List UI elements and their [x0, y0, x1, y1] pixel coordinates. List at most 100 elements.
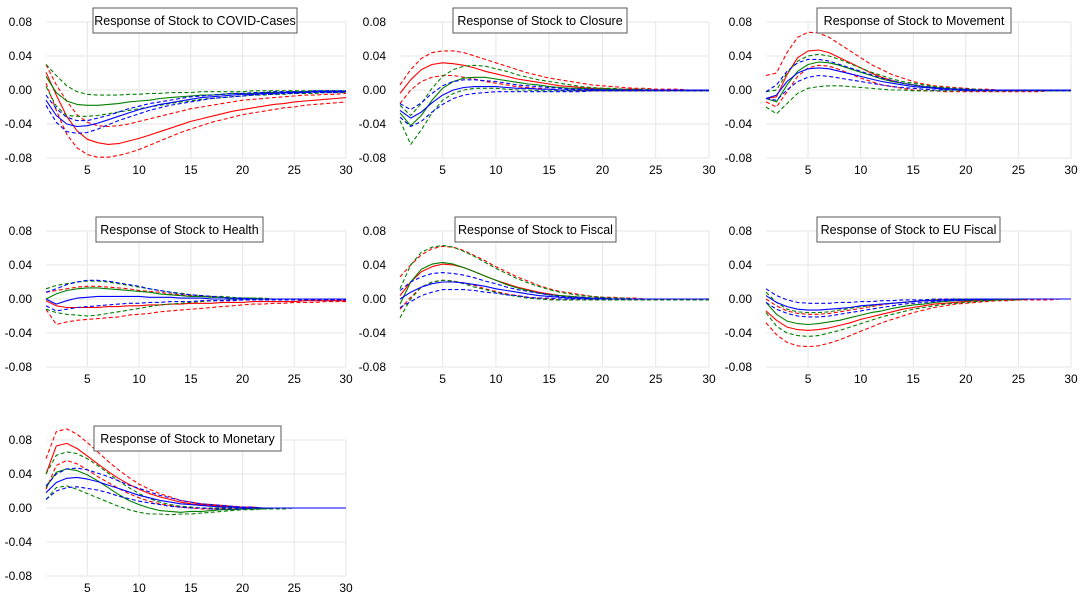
x-tick-label: 30	[702, 163, 716, 177]
band-line-blue	[765, 298, 1071, 318]
x-tick-label: 25	[649, 372, 663, 386]
band-line-red	[765, 31, 1071, 91]
panel-title-box	[816, 7, 1012, 34]
y-tick-label: 0.08	[729, 224, 753, 238]
band-line-red	[45, 64, 347, 128]
band-line-blue	[399, 90, 709, 128]
band-line-blue	[765, 74, 1071, 101]
y-tick-label: -0.08	[5, 151, 33, 165]
y-tick-label: 0.08	[9, 433, 33, 447]
y-tick-label: 0.00	[9, 83, 33, 97]
irf-panel-3: 0.08 0.04 0.00 -0.04 -0.08 5 10 15 20 25 30 Respons…	[725, 7, 1078, 177]
band-line-green	[399, 244, 709, 300]
x-tick-label: 20	[596, 372, 610, 386]
y-tick-label: 0.08	[363, 15, 387, 29]
irf-panel-2: 0.08 0.04 0.00 -0.04 -0.08 5 10 15 20 25 30 Respons…	[359, 7, 716, 177]
x-tick-label: 10	[132, 163, 146, 177]
irf-panel-5: 0.08 0.04 0.00 -0.04 -0.08 5 10 15 20 25 30 Respons…	[359, 216, 716, 386]
band-line-green	[399, 87, 709, 145]
x-tick-label: 15	[907, 163, 921, 177]
y-tick-label: -0.04	[359, 117, 387, 131]
response-line-blue	[45, 91, 346, 128]
panel-title-box	[816, 216, 1001, 243]
panel-title-box	[93, 425, 282, 452]
panel-title-box	[92, 7, 298, 34]
x-tick-label: 25	[288, 163, 302, 177]
y-tick-label: -0.04	[359, 326, 387, 340]
y-tick-label: -0.08	[725, 151, 753, 165]
x-tick-label: 20	[236, 163, 250, 177]
x-tick-label: 10	[489, 372, 503, 386]
y-tick-label: -0.04	[725, 117, 753, 131]
x-tick-label: 20	[596, 163, 610, 177]
response-line-green	[399, 261, 709, 305]
x-tick-label: 25	[649, 163, 663, 177]
band-line-blue	[399, 289, 709, 308]
panel-title-box	[95, 216, 264, 243]
y-tick-label: 0.00	[729, 83, 753, 97]
x-tick-label: 15	[542, 163, 556, 177]
y-tick-label: 0.04	[729, 49, 753, 63]
band-line-green	[45, 64, 346, 96]
y-tick-label: 0.00	[363, 83, 387, 97]
response-line-red	[45, 442, 346, 509]
panel-title: Response of Stock to Monetary	[100, 432, 275, 446]
irf-panel-6: 0.08 0.04 0.00 -0.04 -0.08 5 10 15 20 25 30 Respons…	[725, 216, 1078, 386]
x-tick-label: 30	[1064, 372, 1078, 386]
x-tick-label: 5	[439, 372, 446, 386]
y-tick-label: 0.00	[9, 292, 33, 306]
y-tick-label: 0.04	[9, 467, 33, 481]
x-tick-label: 10	[854, 372, 868, 386]
band-line-blue	[45, 90, 346, 122]
x-tick-label: 30	[339, 163, 353, 177]
panel-title: Response of Stock to Closure	[457, 14, 622, 28]
band-line-blue	[45, 486, 346, 510]
y-tick-label: -0.08	[5, 360, 33, 374]
x-tick-label: 30	[1064, 163, 1078, 177]
band-line-green	[765, 85, 1071, 115]
irf-panel-4: 0.08 0.04 0.00 -0.04 -0.08 5 10 15 20 25 30 Respons…	[5, 216, 353, 386]
response-line-blue	[765, 67, 1071, 100]
x-tick-label: 15	[184, 581, 198, 595]
y-tick-label: -0.08	[359, 151, 387, 165]
band-line-blue	[45, 91, 347, 134]
y-tick-label: 0.08	[729, 15, 753, 29]
panel-title: Response of Stock to COVID-Cases	[94, 14, 295, 28]
x-tick-label: 5	[84, 163, 91, 177]
x-tick-label: 30	[702, 372, 716, 386]
x-tick-label: 15	[184, 372, 198, 386]
band-line-blue	[765, 58, 1071, 93]
panel-title-box	[454, 216, 617, 243]
x-tick-label: 25	[288, 581, 302, 595]
y-tick-label: -0.04	[5, 117, 33, 131]
x-tick-label: 5	[84, 581, 91, 595]
panel-title: Response of Stock to Health	[100, 223, 258, 237]
band-line-blue	[765, 288, 1071, 304]
y-tick-label: 0.04	[363, 258, 387, 272]
response-line-blue	[45, 295, 346, 305]
y-tick-label: 0.04	[729, 258, 753, 272]
band-line-blue	[45, 279, 346, 300]
x-tick-label: 10	[132, 372, 146, 386]
y-tick-label: 0.00	[729, 292, 753, 306]
band-line-blue	[399, 79, 709, 111]
band-line-green	[765, 298, 1071, 337]
band-line-green	[45, 298, 346, 317]
response-line-blue	[399, 281, 709, 300]
x-tick-label: 5	[805, 372, 812, 386]
band-line-red	[399, 245, 709, 300]
x-tick-label: 10	[489, 163, 503, 177]
x-tick-label: 15	[184, 163, 198, 177]
panel-title: Response of Stock to EU Fiscal	[821, 223, 997, 237]
band-line-red	[399, 279, 709, 310]
x-tick-label: 30	[339, 581, 353, 595]
band-line-red	[45, 459, 346, 510]
y-tick-label: 0.08	[9, 224, 33, 238]
y-tick-label: 0.04	[9, 258, 33, 272]
y-tick-label: 0.00	[9, 501, 33, 515]
band-line-green	[45, 485, 346, 516]
x-tick-label: 10	[854, 163, 868, 177]
band-line-red	[399, 50, 709, 91]
band-line-red	[45, 83, 347, 158]
irf-panel-7: 0.08 0.04 0.00 -0.04 -0.08 5 10 15 20 25 30 Respons…	[5, 425, 353, 595]
